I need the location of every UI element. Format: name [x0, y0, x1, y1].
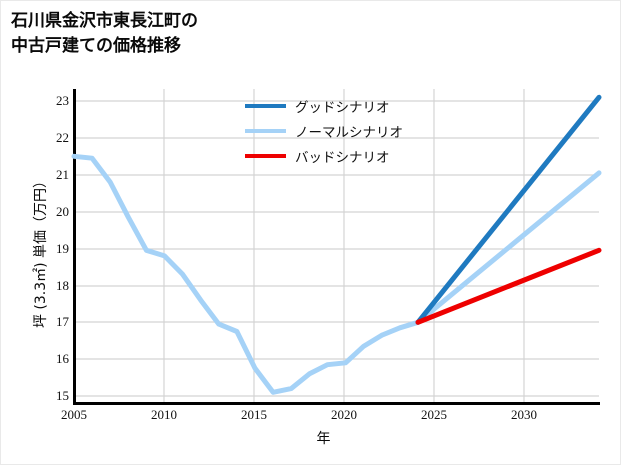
ytick-18: 18: [56, 278, 69, 293]
chart-legend: グッドシナリオ ノーマルシナリオ バッドシナリオ: [245, 93, 403, 168]
xtick-2010: 2010: [151, 407, 177, 422]
ytick-22: 22: [56, 130, 69, 145]
xtick-2025: 2025: [421, 407, 447, 422]
y-axis-title: 坪 (3.3㎡) 単価（万円）: [33, 173, 49, 329]
legend-label-normal: ノーマルシナリオ: [295, 124, 403, 141]
grid-lines: [74, 89, 599, 403]
legend-swatch-bad: [245, 153, 286, 158]
ytick-19: 19: [56, 241, 69, 256]
ytick-20: 20: [56, 204, 69, 219]
ytick-15: 15: [56, 388, 69, 403]
legend-swatch-normal: [245, 128, 286, 133]
x-axis-title: 年: [316, 431, 331, 447]
legend-swatch-good: [245, 103, 286, 108]
series-line-good: [415, 94, 602, 325]
xtick-2005: 2005: [61, 407, 87, 422]
xtick-2030: 2030: [511, 407, 537, 422]
chart-title: 石川県金沢市東長江町の 中古戸建ての価格推移: [11, 11, 198, 56]
ytick-23: 23: [56, 93, 69, 108]
xtick-2020: 2020: [331, 407, 357, 422]
axis-spines: [73, 89, 600, 405]
legend-item-good: グッドシナリオ: [245, 93, 403, 118]
series-line-bad: [415, 247, 602, 325]
series-line-normal: [71, 153, 602, 395]
legend-item-normal: ノーマルシナリオ: [245, 118, 403, 143]
legend-item-bad: バッドシナリオ: [245, 143, 403, 168]
ytick-16: 16: [56, 351, 69, 366]
legend-label-good: グッドシナリオ: [295, 99, 390, 116]
ytick-21: 21: [56, 167, 69, 182]
xtick-2015: 2015: [241, 407, 267, 422]
ytick-17: 17: [56, 314, 69, 329]
legend-label-bad: バッドシナリオ: [295, 149, 390, 166]
